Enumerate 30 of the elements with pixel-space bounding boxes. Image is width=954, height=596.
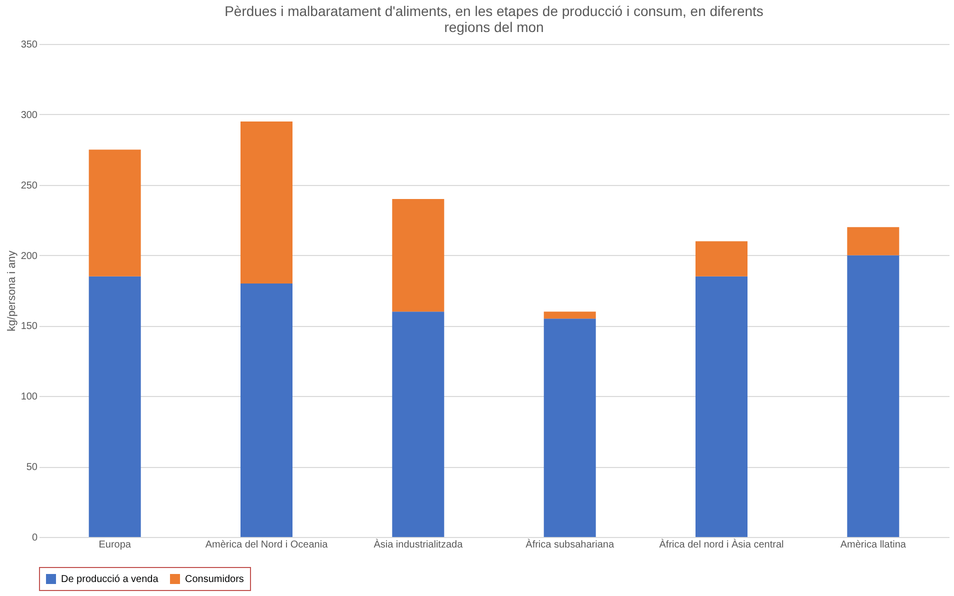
x-tick-label: Àfrica del nord i Àsia central bbox=[659, 538, 784, 550]
bar bbox=[544, 312, 596, 319]
x-tick-label: Àsia industrialitzada bbox=[374, 538, 464, 550]
bar bbox=[240, 283, 292, 537]
y-tick-label: 50 bbox=[26, 462, 38, 474]
bar bbox=[544, 318, 596, 537]
legend-label: Consumidors bbox=[185, 574, 244, 585]
y-tick-label: 100 bbox=[20, 392, 38, 403]
y-tick-label: 200 bbox=[20, 250, 38, 262]
bar bbox=[88, 276, 141, 537]
x-tick-label: Europa bbox=[98, 540, 132, 550]
x-tick-label: Àfrica subsahariana bbox=[526, 538, 614, 550]
bar bbox=[88, 150, 141, 276]
bar bbox=[847, 227, 900, 256]
chart-title: Pèrdues i malbaratament d'aliments, en les etapes de producció i consum, en diferents regions del mon bbox=[224, 3, 764, 35]
y-tick-label: 150 bbox=[20, 321, 38, 332]
bar bbox=[696, 241, 748, 276]
bar bbox=[240, 121, 292, 284]
bar bbox=[392, 312, 444, 537]
x-tick-label: Amèrica llatina bbox=[840, 540, 906, 550]
x-tick-label: Amèrica del Nord i Oceania bbox=[205, 540, 328, 550]
bar bbox=[847, 255, 900, 537]
legend-label: De producció a venda bbox=[61, 574, 159, 585]
y-tick-label: 250 bbox=[20, 180, 38, 192]
bar bbox=[696, 276, 748, 537]
y-tick-label: 300 bbox=[20, 110, 38, 121]
y-tick-label: 350 bbox=[20, 40, 38, 50]
y-axis-title: kg/persona i any bbox=[6, 250, 18, 332]
y-tick-label: 0 bbox=[32, 532, 38, 544]
bar bbox=[392, 198, 444, 312]
